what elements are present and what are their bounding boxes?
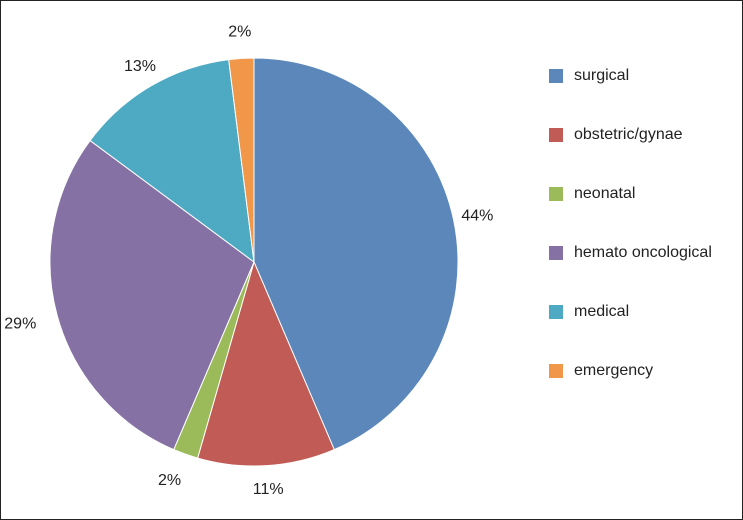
pie-label-obstetric-gynae: 11% <box>253 481 284 498</box>
legend-swatch <box>549 246 563 260</box>
pie-label-surgical: 44% <box>461 207 493 224</box>
legend-label: medical <box>574 303 630 320</box>
legend-swatch <box>549 187 563 201</box>
pie-label-hemato-oncological: 29% <box>4 315 36 332</box>
pie-slices <box>49 57 459 467</box>
legend-label: neonatal <box>574 185 636 202</box>
legend-swatch <box>549 69 563 83</box>
legend-item-surgical: surgical <box>549 61 712 91</box>
legend-swatch <box>549 128 563 142</box>
pie-slice-obstetric-gynae <box>197 260 335 467</box>
pie-slice-surgical <box>253 57 459 451</box>
pie-label-medical: 13% <box>124 58 156 75</box>
legend-label: surgical <box>574 67 630 84</box>
legend-item-medical: medical <box>549 297 712 327</box>
legend-label: hemato oncological <box>574 244 712 261</box>
pie-data-labels: 44% 11% 2% 29% 13% 2% <box>4 24 493 498</box>
legend-label: emergency <box>574 362 654 379</box>
legend-swatch <box>549 364 563 378</box>
legend-item-obstetric-gynae: obstetric/gynae <box>549 120 712 150</box>
pie-slice-medical <box>89 59 255 264</box>
legend-swatch <box>549 305 563 319</box>
legend-item-emergency: emergency <box>549 356 712 386</box>
pie-slice-hemato-oncological <box>49 139 255 451</box>
pie-label-emergency: 2% <box>228 24 251 41</box>
legend-item-hemato-oncological: hemato oncological <box>549 238 712 268</box>
pie-slice-emergency <box>228 57 255 263</box>
legend-label: obstetric/gynae <box>574 126 683 143</box>
pie-label-neonatal: 2% <box>158 472 181 489</box>
legend: surgical obstetric/gynae neonatal hemato on… <box>549 61 712 415</box>
legend-item-neonatal: neonatal <box>549 179 712 209</box>
